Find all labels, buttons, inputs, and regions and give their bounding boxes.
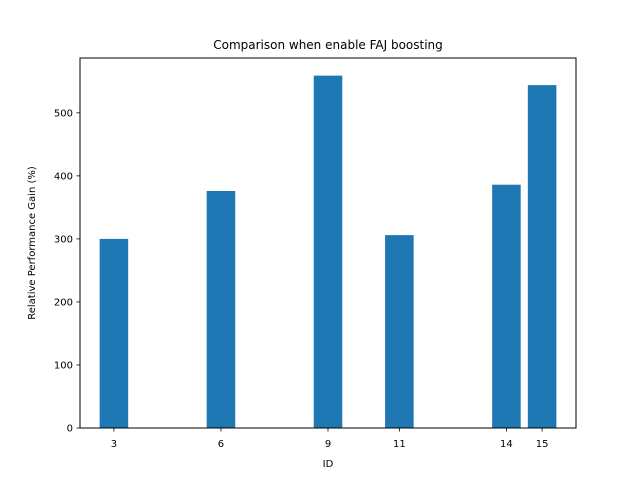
- y-tick-label: 400: [54, 171, 73, 182]
- bar-id-6: [206, 191, 236, 428]
- x-tick-label: 14: [500, 439, 513, 450]
- y-axis-title: Relative Performance Gain (%): [27, 166, 38, 320]
- bar-id-15: [527, 85, 557, 428]
- y-tick-label: 100: [54, 360, 73, 371]
- x-tick-label: 11: [393, 439, 406, 450]
- y-axis-ticks: 0 100 200 300 400 500: [54, 108, 80, 435]
- y-tick-label: 0: [67, 424, 73, 435]
- bars-group: [99, 75, 557, 429]
- bar-id-11: [385, 235, 414, 428]
- y-tick-label: 200: [54, 297, 73, 308]
- x-axis-title: ID: [323, 459, 334, 470]
- bar-id-14: [492, 184, 521, 428]
- x-tick-label: 3: [111, 439, 117, 450]
- bar-id-9: [313, 75, 343, 429]
- x-axis-ticks: 3 6 9 11 14 15: [111, 428, 549, 450]
- chart-title: Comparison when enable FAJ boosting: [213, 38, 443, 52]
- x-tick-label: 6: [218, 439, 224, 450]
- y-tick-label: 300: [54, 234, 73, 245]
- x-tick-label: 9: [325, 439, 331, 450]
- y-tick-label: 500: [54, 108, 73, 119]
- plot-frame: [79, 57, 577, 429]
- bar-id-3: [99, 238, 129, 428]
- x-tick-label: 15: [536, 439, 549, 450]
